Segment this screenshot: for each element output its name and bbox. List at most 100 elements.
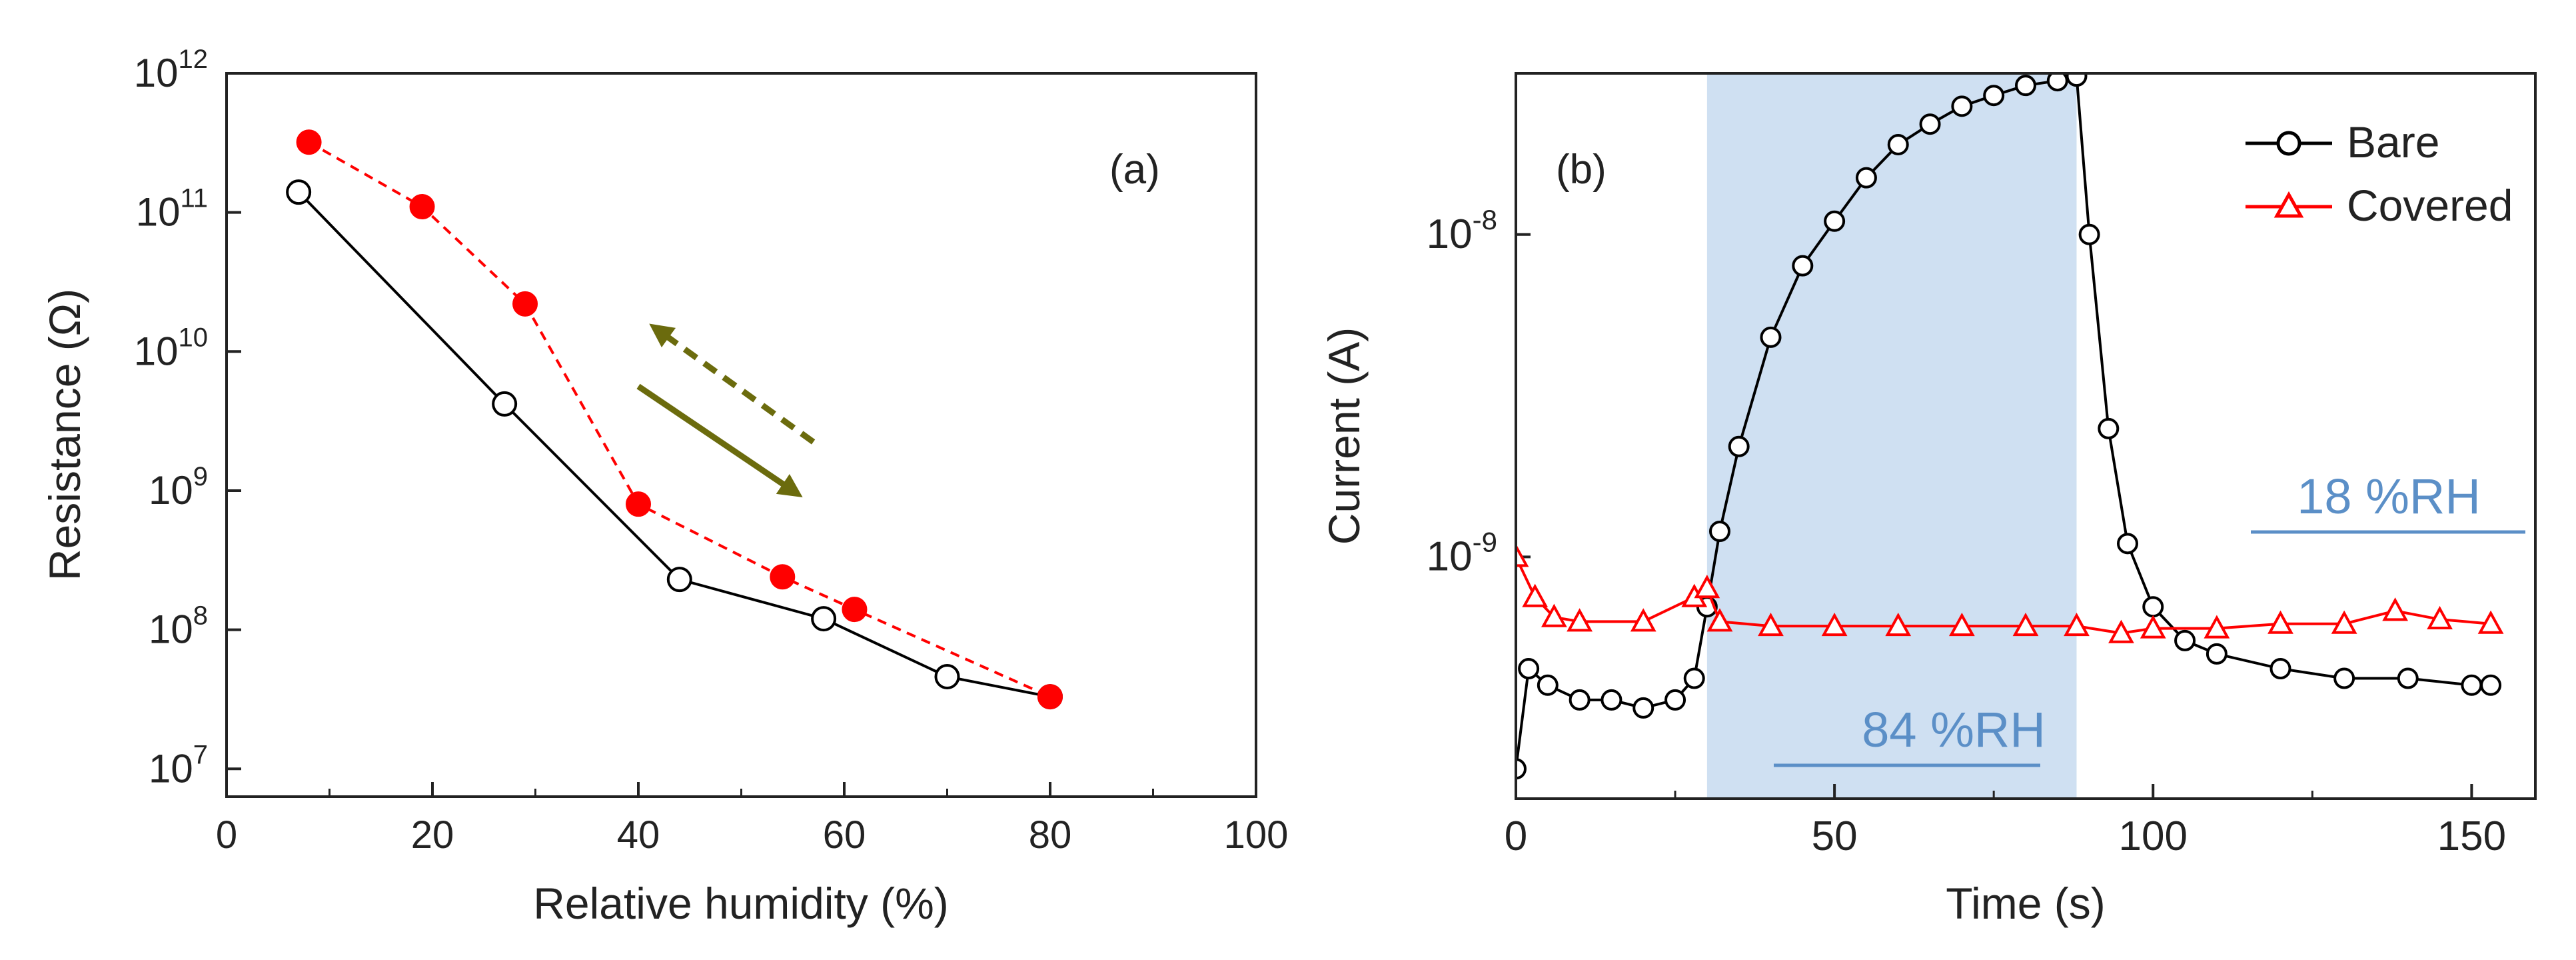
chart-b-point-covered <box>2331 610 2357 634</box>
chart-b-point-bare <box>1792 255 1814 277</box>
chart-b-point-bare <box>2142 596 2164 618</box>
chart-a-point <box>512 291 538 317</box>
chart-b-point-covered <box>2012 612 2039 637</box>
chart-b-point-bare <box>1951 95 1973 117</box>
chart-b-point-covered <box>2477 610 2504 634</box>
legend-item-bare: Bare <box>2246 117 2439 167</box>
chart-b-point-bare <box>1518 658 1540 680</box>
chart-b-point-bare <box>1664 689 1686 711</box>
chart-b-y-tick-label: 10-8 <box>1427 204 1497 257</box>
chart-b-x-tick-label: 50 <box>1812 813 1858 859</box>
chart-b-point-bare <box>1632 697 1654 719</box>
chart-a-x-tick-label: 80 <box>1029 813 1072 857</box>
chart-b-y-axis-title: Current (A) <box>1319 327 1369 545</box>
chart-b-point-bare <box>2015 75 2036 97</box>
chart-b-series-line-1 <box>1516 556 2491 635</box>
chart-a-arrow-dashed <box>649 323 816 445</box>
chart-b-point-bare <box>2078 223 2100 245</box>
chart-a-point <box>842 597 868 623</box>
chart-a: 0 20 40 60 80 100 107 108 109 1010 1011 … <box>40 45 1288 928</box>
chart-b-point-covered <box>1694 575 1720 599</box>
chart-b-point-covered <box>1516 543 1529 567</box>
chart-b-point-bare <box>1709 521 1730 543</box>
chart-a-series-line-1 <box>308 141 1051 698</box>
chart-a-y-tick-label: 1010 <box>134 323 208 373</box>
legend-covered-label: Covered <box>2347 181 2513 230</box>
chart-b-point-covered <box>1758 612 1784 637</box>
chart-a-y-tick-label: 1012 <box>134 45 208 95</box>
chart-b-point-covered <box>2382 597 2409 621</box>
chart-a-point <box>286 179 312 205</box>
chart-b-point-bare <box>2066 73 2088 87</box>
chart-b-point-bare <box>2269 658 2291 680</box>
chart-b-point-bare <box>1516 758 1527 780</box>
chart-b-series <box>1516 73 2504 780</box>
chart-b-point-covered <box>1948 612 1975 637</box>
chart-b-point-bare <box>1537 674 1559 696</box>
chart-a-series <box>286 129 1063 710</box>
chart-b-x-tick-label: 0 <box>1505 813 1527 859</box>
chart-a-point <box>934 663 960 689</box>
chart-a-x-tick-label: 40 <box>617 813 660 857</box>
chart-b-point-bare <box>2098 417 2120 439</box>
chart-b-point-bare <box>1569 689 1591 711</box>
chart-b-point-bare <box>1919 113 1941 135</box>
chart-b-x-tick-label: 100 <box>2119 813 2188 859</box>
legend-bare-marker <box>2276 131 2301 156</box>
chart-a-point <box>770 564 796 590</box>
chart-b: 0 50 100 150 10-8 10-9 Time (s) Current … <box>1319 72 2537 928</box>
chart-b-legend: Bare Covered <box>2246 117 2513 230</box>
chart-a-y-tick-label: 108 <box>149 601 208 652</box>
chart-b-panel-label: (b) <box>1556 147 1607 193</box>
chart-b-point-covered <box>1821 612 1848 637</box>
chart-b-point-bare <box>1887 133 1909 155</box>
chart-b-point-covered <box>1567 608 1593 632</box>
chart-b-x-tick-label: 150 <box>2437 813 2506 859</box>
chart-b-point-bare <box>1683 667 1705 689</box>
chart-b-point-bare <box>2333 667 2355 689</box>
legend-covered-marker <box>2273 191 2304 218</box>
chart-b-point-bare <box>2480 674 2502 696</box>
chart-a-panel-label: (a) <box>1109 147 1160 193</box>
chart-a-point <box>1037 684 1063 710</box>
chart-b-point-bare <box>2046 73 2068 92</box>
chart-b-shaded-region <box>1706 73 2077 799</box>
chart-a-y-axis-title: Resistance (Ω) <box>40 289 89 581</box>
chart-a-x-tick-label: 60 <box>823 813 866 857</box>
chart-b-point-bare <box>1601 689 1622 711</box>
chart-a-x-tick-label: 0 <box>216 813 237 857</box>
chart-b-frame <box>1515 72 2537 800</box>
chart-b-point-bare <box>2397 667 2419 689</box>
chart-a-y-tick-label: 1011 <box>136 184 208 235</box>
legend-bare-label: Bare <box>2347 117 2439 167</box>
chart-b-point-covered <box>1522 583 1549 607</box>
chart-b-point-covered <box>2140 615 2166 639</box>
chart-b-point-bare <box>1983 85 2005 107</box>
chart-a-point <box>296 129 322 155</box>
chart-a-point <box>409 194 435 220</box>
chart-b-point-bare <box>1855 167 1877 189</box>
chart-b-point-bare <box>2117 533 2138 555</box>
chart-a-x-tick-label: 100 <box>1224 813 1289 857</box>
chart-a-frame <box>225 72 1257 798</box>
chart-a-x-tick-label: 20 <box>411 813 454 857</box>
chart-b-point-covered <box>1541 603 1567 627</box>
chart-a-point <box>626 491 651 517</box>
chart-b-point-covered <box>2267 610 2293 634</box>
chart-a-x-axis-title: Relative humidity (%) <box>533 879 949 928</box>
chart-a-arrows <box>636 323 816 498</box>
chart-b-point-bare <box>1760 326 1782 348</box>
chart-a-y-tick-label: 107 <box>149 740 208 791</box>
chart-a-point <box>492 391 518 417</box>
chart-b-point-bare <box>1824 210 1846 232</box>
chart-b-point-covered <box>1885 612 1912 637</box>
chart-a-series-line-0 <box>297 191 1051 699</box>
chart-b-point-covered <box>2064 612 2090 637</box>
chart-b-point-covered <box>1630 608 1656 632</box>
chart-a-arrow-solid <box>636 383 803 498</box>
chart-b-point-covered <box>1706 608 1733 632</box>
chart-b-point-bare <box>1728 435 1750 457</box>
chart-b-point-covered <box>2427 605 2453 630</box>
chart-b-point-bare <box>2461 674 2483 696</box>
